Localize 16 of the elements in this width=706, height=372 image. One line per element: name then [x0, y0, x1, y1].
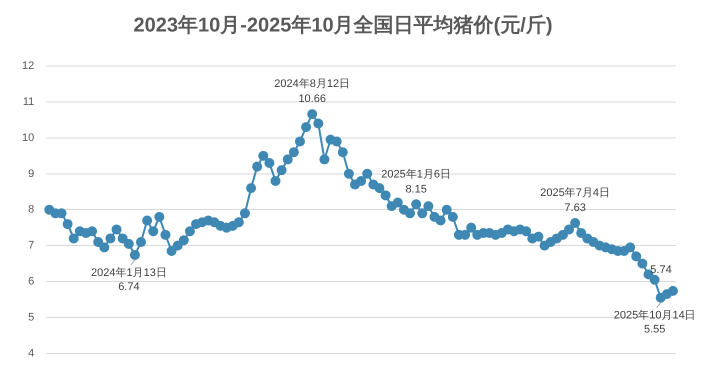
annotation: 2025年1月6日 8.15 [381, 168, 452, 196]
y-tick-label: 8 [28, 204, 34, 216]
annotation: 2024年8月12日 10.66 [274, 78, 350, 106]
y-tick-label: 9 [28, 168, 34, 180]
y-tick-label: 10 [22, 132, 34, 144]
y-tick-label: 4 [28, 347, 34, 360]
annotation: 5.74 [650, 264, 672, 276]
annotation: 2024年1月13日 6.74 [90, 266, 167, 293]
y-tick-label: 7 [28, 240, 34, 252]
y-tick-label: 11 [22, 96, 34, 108]
chart-title: 2023年10月-2025年10月全国日平均猪价(元/斤) [133, 14, 553, 37]
y-tick-label: 6 [28, 276, 34, 288]
y-tick-label: 12 [22, 60, 34, 72]
annotation: 2025年7月4日 7.63 [540, 186, 610, 214]
y-tick-label: 5 [28, 312, 34, 324]
annotation: 2025年10月14日 5.55 [614, 310, 696, 336]
